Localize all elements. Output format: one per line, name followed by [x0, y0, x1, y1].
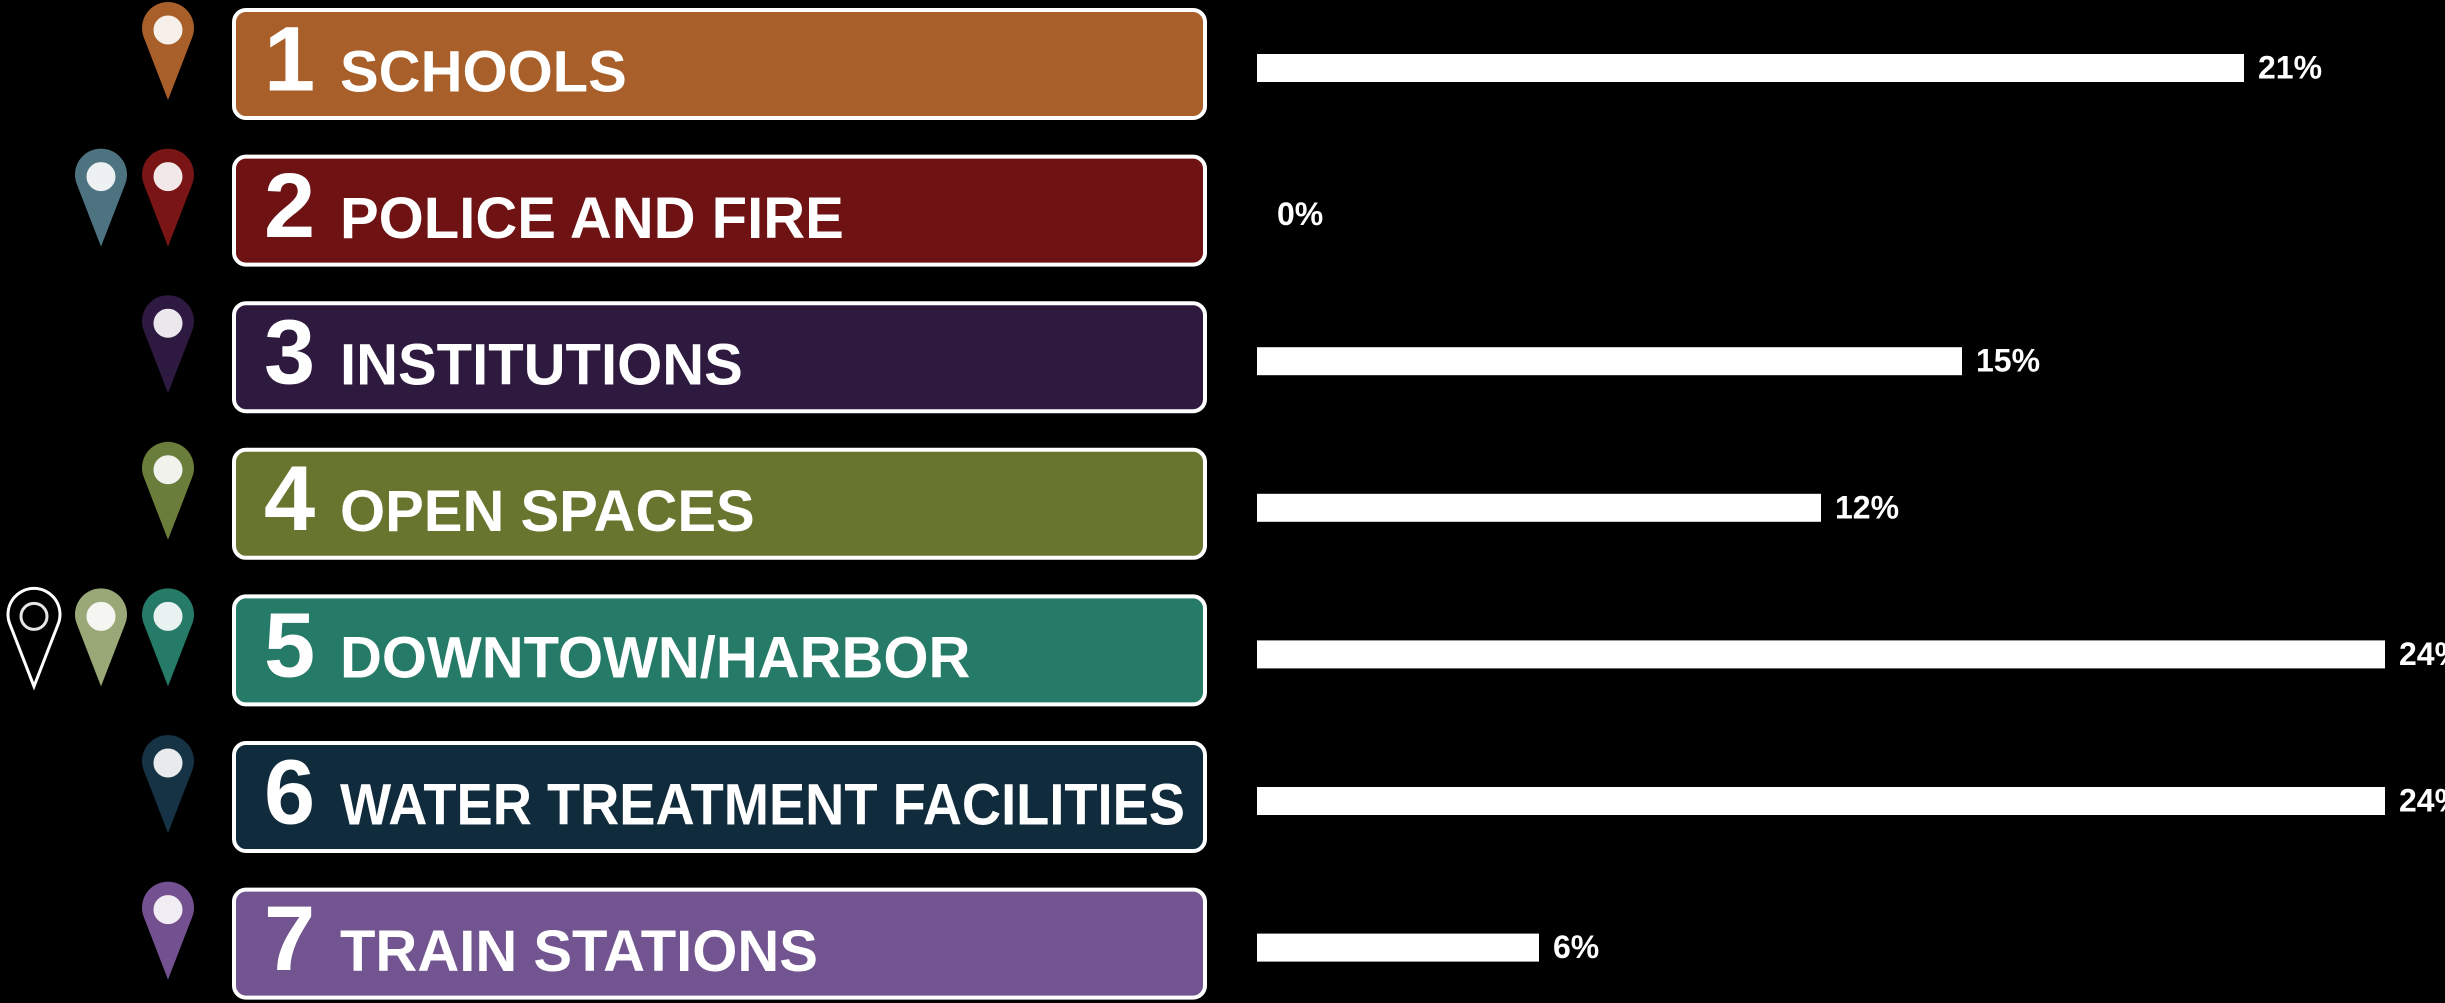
category-box	[232, 887, 1207, 1000]
category-box	[232, 594, 1207, 707]
value-label: 6%	[1553, 929, 1599, 965]
category-label: INSTITUTIONS	[340, 333, 743, 398]
rank-number: 6	[264, 741, 315, 843]
value-label: 0%	[1277, 196, 1323, 232]
category-box	[232, 301, 1207, 414]
value-label: 24%	[2399, 636, 2445, 672]
category-box	[232, 447, 1207, 560]
rank-number: 4	[264, 448, 315, 550]
pin-icon	[153, 455, 183, 485]
rank-number: 7	[264, 888, 315, 990]
category-box	[232, 741, 1207, 853]
bar	[1257, 347, 1962, 376]
category-label: POLICE AND FIRE	[340, 186, 844, 251]
rank-number: 5	[264, 595, 315, 697]
category-box	[232, 154, 1207, 267]
category-box	[232, 8, 1207, 120]
category-label: DOWNTOWN/HARBOR	[340, 626, 970, 691]
pin-icon	[153, 895, 183, 925]
pin-icon	[86, 162, 116, 192]
category-label: WATER TREATMENT FACILITIES	[340, 772, 1185, 837]
category-label: TRAIN STATIONS	[340, 919, 818, 984]
pin-icon	[153, 162, 183, 192]
category-label: OPEN SPACES	[340, 479, 755, 544]
value-label: 24%	[2399, 782, 2445, 818]
value-label: 15%	[1976, 343, 2040, 379]
pin-icon	[19, 601, 49, 631]
pin-icon	[153, 601, 183, 631]
category-label: SCHOOLS	[340, 39, 627, 104]
pin-icon	[153, 15, 183, 45]
value-label: 12%	[1835, 489, 1899, 525]
rank-number: 3	[264, 301, 315, 403]
pin-icon	[86, 601, 116, 631]
bar	[1257, 493, 1821, 522]
pin-icon	[153, 748, 183, 778]
bar	[1257, 933, 1539, 962]
bar	[1257, 54, 2244, 82]
bar	[1257, 640, 2385, 669]
bar	[1257, 787, 2385, 815]
rank-number: 1	[264, 8, 315, 110]
pin-icon	[153, 308, 183, 338]
rank-number: 2	[264, 155, 315, 257]
value-label: 21%	[2258, 49, 2322, 85]
